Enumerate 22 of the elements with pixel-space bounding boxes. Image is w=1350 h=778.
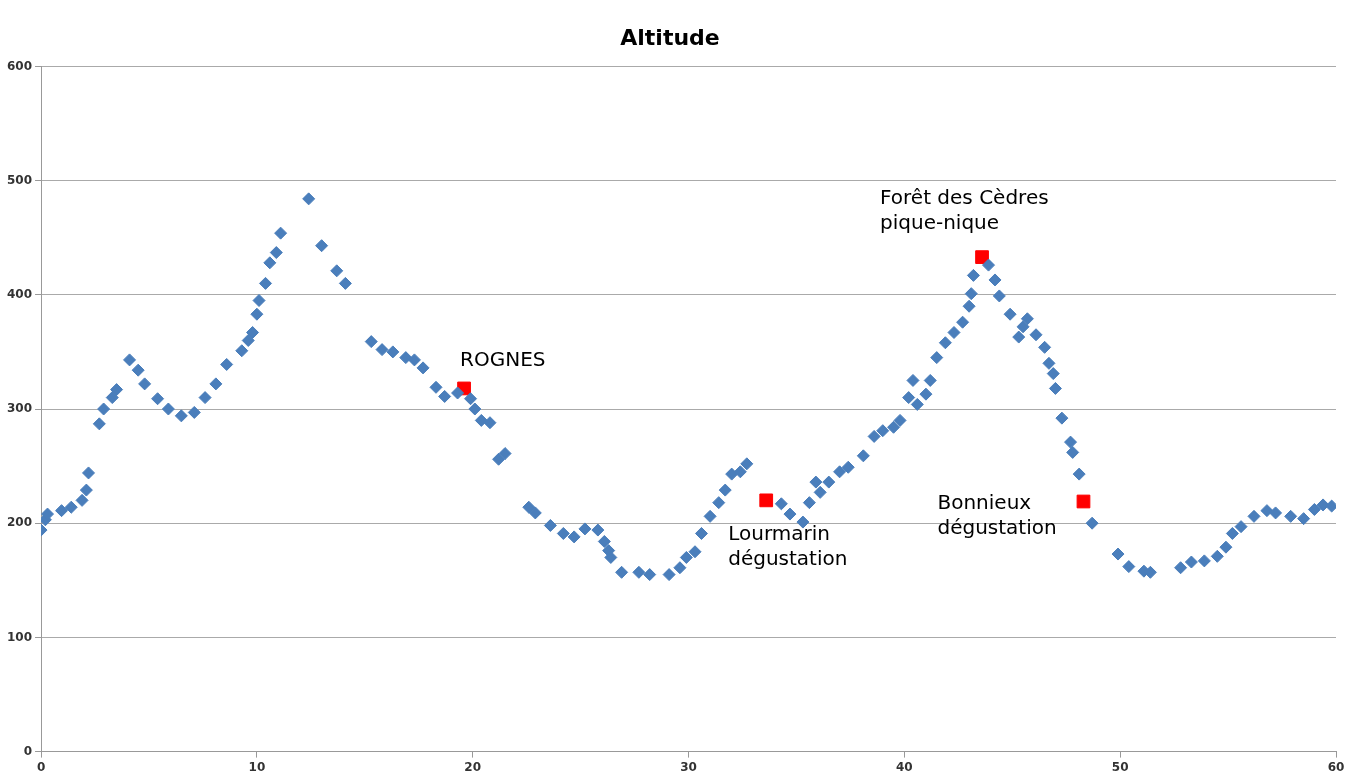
x-tick-label: 20 xyxy=(464,759,482,774)
point xyxy=(975,250,989,264)
x-tick-label: 40 xyxy=(896,759,913,774)
x-tick-label: 50 xyxy=(1111,759,1129,774)
chart-title: Altitude xyxy=(620,24,720,50)
y-tick-label: 100 xyxy=(6,629,33,644)
annotation: Bonnieux dégustation xyxy=(937,489,1057,539)
annotation: Lourmarin dégustation xyxy=(728,520,848,570)
x-tick-label: 60 xyxy=(1327,759,1345,774)
point xyxy=(759,493,774,508)
x-tick-label: 30 xyxy=(680,759,697,774)
y-tick-label: 200 xyxy=(6,515,33,530)
point xyxy=(1076,494,1091,509)
y-tick-label: 600 xyxy=(6,58,33,73)
annotation: Forêt des Cèdres pique-nique xyxy=(880,185,1049,235)
y-tick-label: 300 xyxy=(6,401,33,416)
y-tick-label: 0 xyxy=(23,743,33,758)
y-tick-label: 500 xyxy=(6,172,33,187)
x-tick-label: 10 xyxy=(248,759,266,774)
y-tick-label: 400 xyxy=(6,286,33,301)
annotation: ROGNES xyxy=(460,346,546,371)
x-tick-label: 0 xyxy=(36,759,46,774)
